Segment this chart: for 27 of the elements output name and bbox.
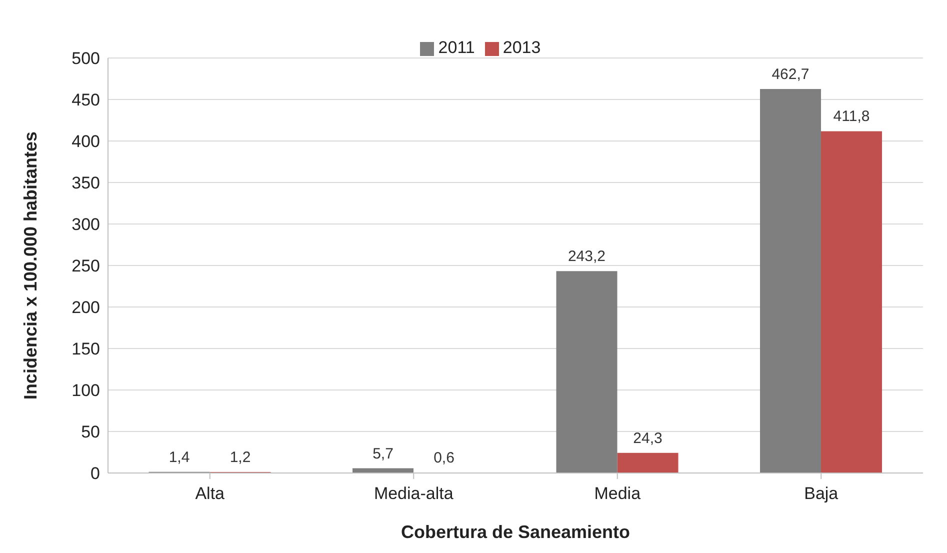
data-label: 462,7: [772, 66, 810, 83]
y-axis-title: Incidencia x 100.000 habitantes: [20, 131, 40, 400]
data-label: 0,6: [434, 450, 454, 466]
data-label: 243,2: [568, 248, 606, 266]
x-axis-title: Cobertura de Saneamiento: [400, 522, 630, 542]
x-tick-label: Baja: [804, 484, 839, 504]
data-label: 1,4: [168, 448, 190, 466]
y-tick-label: 300: [72, 215, 100, 234]
y-tick-label: 100: [72, 381, 100, 400]
y-tick-label: 450: [72, 90, 100, 110]
y-tick-label: 500: [72, 49, 100, 68]
y-tick-label: 250: [72, 256, 100, 276]
data-label: 411,8: [833, 108, 870, 126]
data-label: 24,3: [633, 430, 662, 447]
y-tick-label: 150: [72, 340, 100, 359]
data-label: 1,2: [230, 449, 251, 466]
x-tick-label: Media: [594, 484, 642, 504]
data-label: 5,7: [372, 445, 394, 462]
legend-label: 2011: [438, 38, 475, 57]
y-tick-label: 50: [81, 422, 100, 442]
legend-label: 2013: [502, 38, 541, 57]
y-tick-label: 200: [72, 298, 100, 318]
x-tick-label: Media-alta: [374, 484, 454, 504]
y-tick-label: 0: [90, 464, 100, 484]
x-tick-label: Alta: [195, 484, 226, 504]
y-tick-label: 350: [72, 174, 100, 193]
y-tick-label: 400: [72, 132, 100, 152]
